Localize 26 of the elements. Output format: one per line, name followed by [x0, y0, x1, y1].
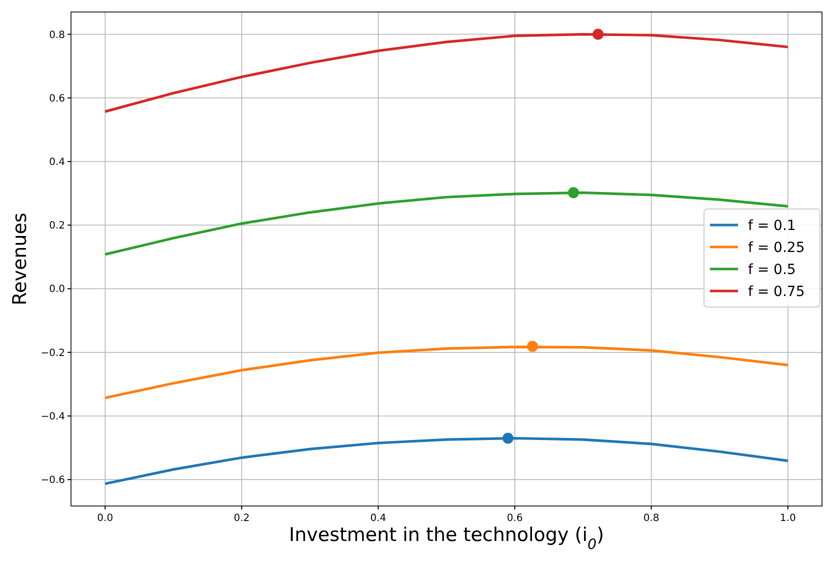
y-axis-title: Revenues — [9, 212, 31, 306]
y-tick-label: −0.2 — [40, 348, 65, 359]
line-series — [104, 32, 790, 113]
legend-label: f = 0.1 — [748, 218, 796, 234]
line-series — [104, 436, 790, 486]
point — [527, 340, 538, 352]
x-axis-title: Investment in the technology (i$_{0}$) — [289, 524, 604, 553]
y-tick-label: −0.6 — [40, 475, 65, 486]
x-tick-label: 0.4 — [370, 513, 386, 524]
y-tick-label: −0.4 — [40, 411, 65, 422]
y-tick-label: 0.8 — [49, 30, 65, 41]
x-tick-label: 0.0 — [97, 513, 114, 524]
y-tick-label: 0.4 — [49, 157, 65, 168]
legend-label: f = 0.75 — [748, 284, 805, 300]
y-tick-label: 0.0 — [49, 284, 65, 296]
x-tick-label: 1.0 — [780, 513, 796, 524]
point — [502, 432, 514, 444]
point — [592, 28, 604, 40]
legend-label: f = 0.25 — [748, 240, 805, 256]
point — [568, 187, 579, 198]
x-tick-label: 0.2 — [234, 513, 250, 524]
legend-label: f = 0.5 — [748, 262, 796, 278]
y-tick-label: 0.6 — [49, 93, 65, 104]
x-tick-label: 0.8 — [643, 513, 660, 524]
y-tick-label: 0.2 — [49, 220, 65, 232]
x-tick-label: 0.6 — [506, 513, 523, 524]
